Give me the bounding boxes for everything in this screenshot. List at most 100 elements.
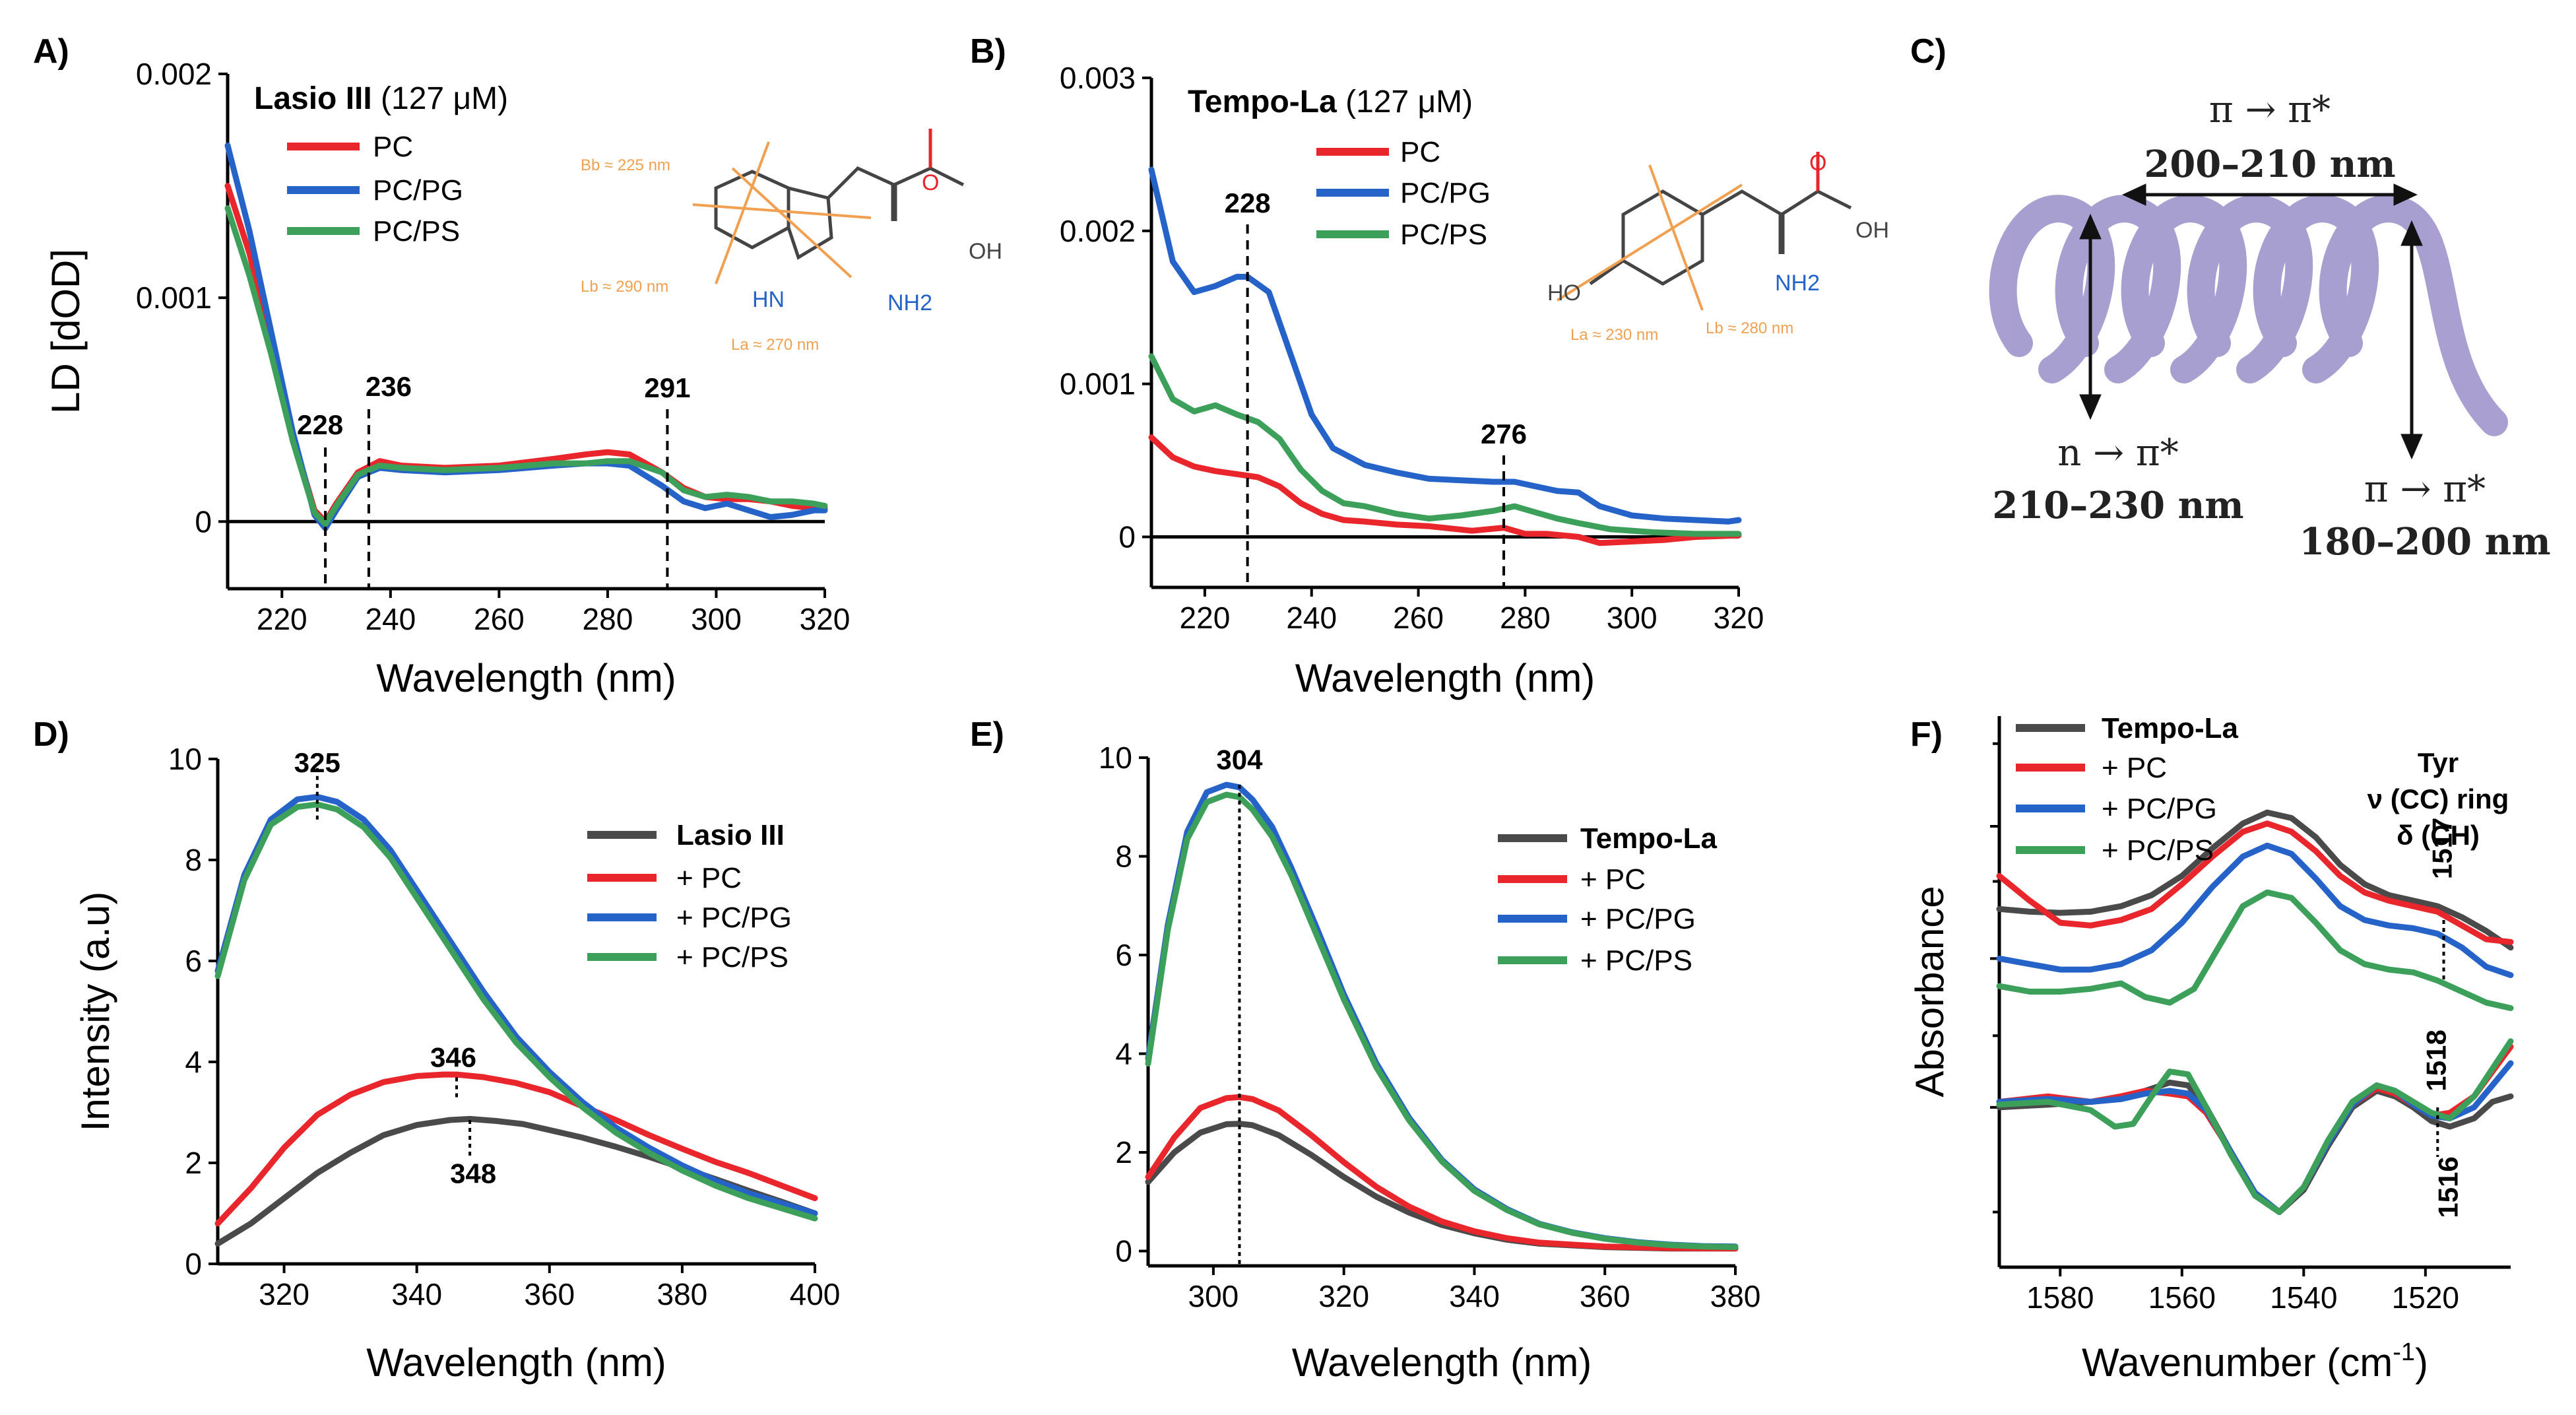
legend-label-tempo: Tempo-La: [1580, 822, 1717, 855]
panel-a-ld-lasio: 220 240 260 280 300 320 0 0.001 0.002 Wavelength …: [44, 57, 1002, 700]
band-label-tyr: Tyr: [2418, 747, 2459, 778]
legend-label-pcps: + PC/PS: [1580, 944, 1692, 977]
panel-f-series-tempo-la: [1996, 809, 2514, 951]
panel-b-title-bold: Tempo-La: [1188, 84, 1337, 119]
panel-b-marker-label-228: 228: [1225, 187, 1271, 218]
panel-a-series-pc-ps: [224, 205, 828, 527]
legend-label-pc: + PC: [676, 862, 742, 894]
panel-f-x-tick-label: 1580: [2026, 1280, 2094, 1315]
panel-f-x-tick-label: 1560: [2148, 1280, 2216, 1315]
panel-e-x-tick-label: 340: [1449, 1279, 1500, 1313]
panel-e-y-tick-label: 0: [1115, 1234, 1132, 1268]
x-axis-label-superscript: -1: [2393, 1338, 2415, 1366]
panel-d-y-tick-label: 8: [185, 843, 202, 877]
panel-c-helix-diagram: π → π* 200–210 nm n → π* 210–230 nm π → …: [1989, 88, 2551, 564]
trp-side-chain: [827, 166, 932, 199]
panel-label-e: E): [970, 715, 1004, 754]
panel-a-y-tick-label: 0.002: [136, 57, 212, 91]
arrow-top-right-head: [2393, 183, 2418, 206]
panel-d-y-tick-label: 6: [185, 944, 202, 978]
tyrosine-structure: [1556, 152, 1852, 311]
panel-d-x-tick-label: 340: [391, 1277, 442, 1311]
panel-b-series-pc: [1148, 434, 1742, 546]
trp-la-label: La ≈ 270 nm: [731, 336, 819, 354]
trp-atom-oh: OH: [969, 239, 1002, 264]
helix-left-transition: n → π*: [2057, 432, 2178, 475]
panel-b-legend: PC PC/PG PC/PS: [1316, 136, 1491, 251]
helix-left-range: 210–230 nm: [1992, 484, 2243, 527]
panel-d-legend: Lasio III + PC + PC/PG + PC/PS: [587, 819, 792, 973]
legend-label-pcpg: PC/PG: [1400, 177, 1491, 209]
panel-label-a: A): [33, 32, 69, 71]
panel-e-series--pc-ps: [1145, 791, 1739, 1251]
panel-a-marker-label-228: 228: [297, 409, 343, 440]
panel-a-x-tick-label: 220: [257, 602, 307, 636]
panel-a-marker-label-291: 291: [644, 372, 690, 403]
tyr-side-chain: [1701, 189, 1819, 216]
panel-b-series-pc-pg: [1148, 166, 1742, 525]
tyr-la-label: La ≈ 230 nm: [1570, 326, 1658, 344]
arrow-left-down-head: [2079, 394, 2102, 420]
panel-d-peak-label-325: 325: [294, 747, 340, 778]
panel-d-fluorescence-lasio: 320 340 360 380 400 0 2 4 6 8 10 Wavelength (nm) Int…: [73, 742, 840, 1385]
panel-b-ld-tempo: 220 240 260 280 300 320 0 0.001 0.002 0.003 Wavele…: [1060, 61, 1889, 700]
panel-f-series--pc: [1996, 820, 2514, 945]
panel-a-x-tick-label: 300: [691, 602, 742, 636]
x-axis-label-main: Wavenumber (cm: [2082, 1340, 2393, 1385]
trp-atom-hn: HN: [752, 287, 785, 312]
panel-a-y-tick-label: 0.001: [136, 280, 212, 315]
panel-label-b: B): [970, 32, 1006, 71]
arrow-top-left-head: [2122, 183, 2146, 206]
panel-a-y-axis-label: LD [dOD]: [44, 249, 88, 414]
panel-d-series--pc: [214, 1071, 818, 1227]
panel-f-series--pc-ps: [1996, 889, 2514, 1011]
panel-e-x-tick-label: 380: [1710, 1279, 1761, 1313]
panel-a-legend: PC PC/PG PC/PS: [287, 131, 463, 247]
panel-b-x-tick-label: 260: [1393, 601, 1444, 635]
legend-label-pcpg: PC/PG: [373, 174, 463, 207]
panel-d-series--pc-ps: [214, 801, 818, 1222]
band-label-ring: ν (CC) ring: [2367, 783, 2509, 814]
arrow-right-up-head: [2400, 220, 2423, 246]
panel-b-plot: 220 240 260 280 300 320 0 0.001 0.002 0.003 Wavele…: [1060, 61, 1764, 700]
panel-e-legend: Tempo-La + PC + PC/PG + PC/PS: [1498, 822, 1717, 977]
panel-a-x-tick-label: 320: [800, 602, 851, 636]
panel-d-y-tick-label: 0: [185, 1247, 202, 1281]
helix-arrows: [2079, 183, 2423, 460]
legend-label-pc: PC: [1400, 136, 1440, 168]
helix-right-transition: π → π*: [2364, 468, 2486, 511]
panel-e-y-tick-label: 6: [1115, 938, 1132, 972]
trp-atom-nh2: NH2: [887, 290, 932, 315]
panel-a-title-bold: Lasio III: [254, 81, 372, 116]
panel-d-y-axis-label: Intensity (a.u): [73, 892, 117, 1132]
trp-lb-axis: [692, 203, 872, 219]
trp-hydroxyl-bond: [929, 166, 965, 187]
panel-label-d: D): [33, 715, 69, 754]
panel-e-y-tick-label: 8: [1115, 839, 1132, 874]
legend-label-tempo: Tempo-La: [2102, 712, 2238, 744]
tyr-hydroxyl-bond: [1817, 189, 1852, 210]
panel-f-peak-label-1517: 1517: [2427, 818, 2458, 879]
panel-d-series--pc-pg: [214, 793, 818, 1216]
tyr-atom-ho: HO: [1547, 280, 1581, 306]
panel-b-x-tick-label: 280: [1500, 601, 1551, 635]
panel-a-x-tick-label: 260: [474, 602, 525, 636]
panel-b-x-tick-label: 320: [1714, 601, 1764, 635]
panel-e-x-tick-label: 360: [1580, 1279, 1630, 1313]
arrow-right-down-head: [2400, 434, 2423, 460]
trp-bb-label: Bb ≈ 225 nm: [581, 156, 670, 174]
alpha-helix-illustration: [1989, 195, 2508, 436]
tyr-atom-o: O: [1809, 150, 1826, 176]
helix-turn-6: [2319, 195, 2508, 436]
panel-a-x-axis-label: Wavelength (nm): [376, 656, 676, 700]
tryptophan-structure: [692, 129, 965, 284]
panel-a-plot: 220 240 260 280 300 320 0 0.001 0.002 Wavelength …: [44, 57, 850, 700]
helix-top-range: 200–210 nm: [2144, 143, 2395, 186]
trp-la-axis: [731, 167, 853, 279]
panel-b-x-tick-label: 240: [1286, 601, 1337, 635]
panel-f-peak-label-1516: 1516: [2433, 1156, 2464, 1218]
panel-a-y-tick-label: 0: [195, 504, 212, 539]
panel-b-x-tick-label: 300: [1607, 601, 1658, 635]
panel-d-y-tick-label: 10: [168, 742, 202, 776]
